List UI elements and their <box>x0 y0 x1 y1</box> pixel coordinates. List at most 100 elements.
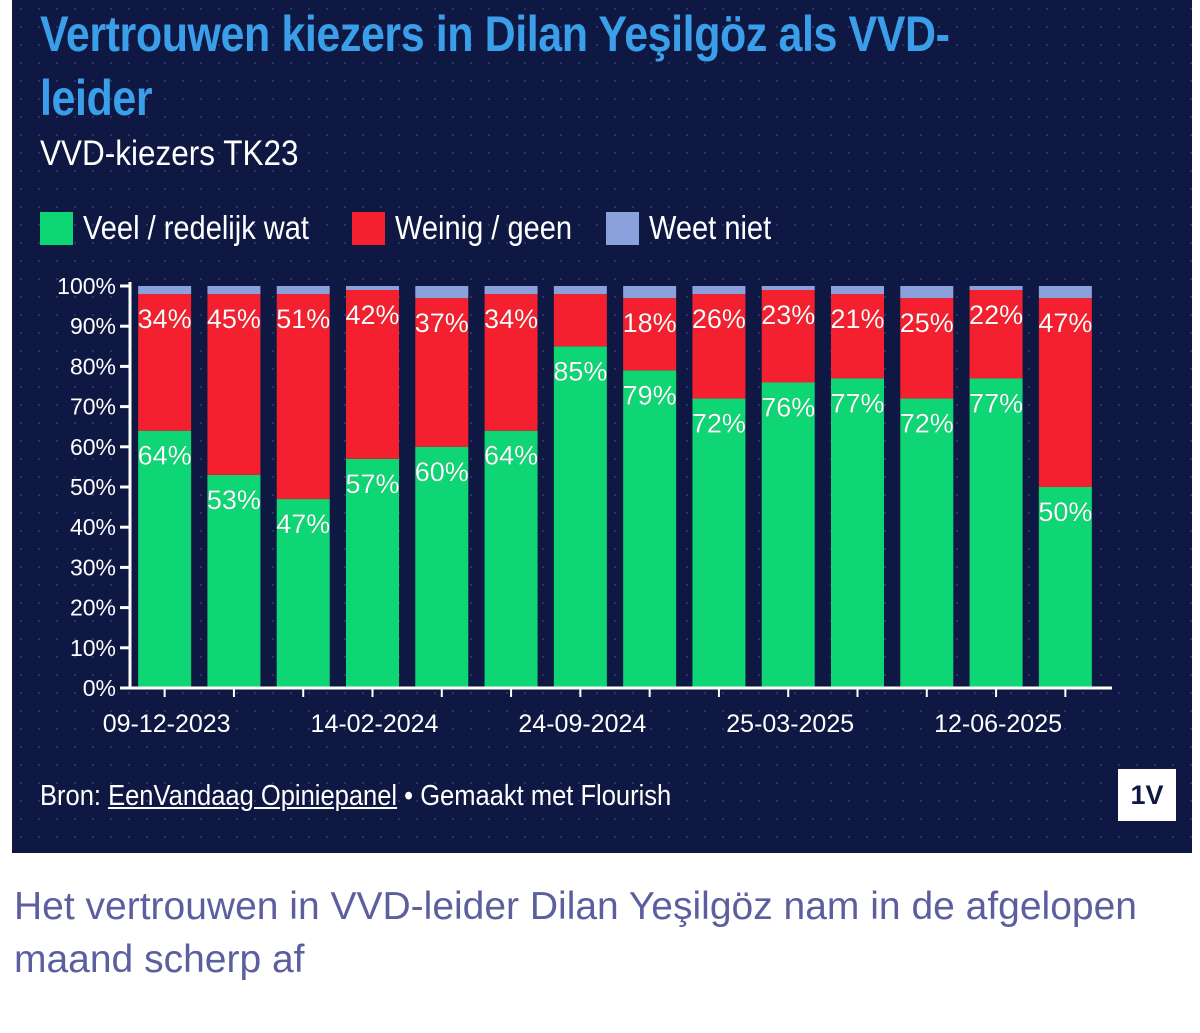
bar-segment <box>415 446 469 688</box>
bar-segment <box>553 346 607 688</box>
bar-data-label: 79% <box>623 380 677 410</box>
bar-data-label: 37% <box>415 308 469 338</box>
chart-subtitle: VVD-kiezers TK23 <box>40 134 299 173</box>
x-tick-label: 12-06-2025 <box>934 710 1062 738</box>
bar-segment <box>969 286 1023 291</box>
bar-segment <box>484 286 538 295</box>
bar-segment <box>346 290 399 459</box>
chart-title: Vertrouwen kiezers in Dilan Yeşilgöz als… <box>40 6 950 126</box>
bar-segment <box>692 294 746 399</box>
bar-data-label: 77% <box>830 388 884 418</box>
y-tick-label: 20% <box>70 595 116 621</box>
bar-segment <box>969 290 1023 379</box>
bar-data-label: 25% <box>900 308 954 338</box>
x-tick-label: 09-12-2023 <box>103 710 231 738</box>
bar-segment <box>623 370 677 688</box>
bar-segment <box>138 430 192 688</box>
y-tick-label: 0% <box>83 675 116 701</box>
bar-data-label: 47% <box>276 509 330 539</box>
bar-data-label: 42% <box>345 300 399 330</box>
bar-segment <box>900 398 954 688</box>
source-prefix: Bron: <box>40 780 109 812</box>
bar-segment <box>692 398 746 688</box>
legend-item-veel: Veel / redelijk wat <box>40 208 340 248</box>
y-tick-label: 40% <box>70 514 116 540</box>
source-link[interactable]: EenVandaag Opiniepanel <box>108 780 398 812</box>
bar-data-label: 45% <box>207 304 261 334</box>
legend-label-weinig: Weinig / geen <box>395 209 573 246</box>
y-tick-label: 50% <box>70 474 116 500</box>
bar-segment <box>415 286 469 299</box>
bar-data-label: 50% <box>1038 497 1092 527</box>
bar-segment <box>900 286 954 299</box>
bar-segment <box>761 290 815 383</box>
article-caption: Het vertrouwen in VVD-leider Dilan Yeşil… <box>14 885 1137 981</box>
bar-segment <box>761 382 815 688</box>
bar-data-label: 76% <box>761 392 815 422</box>
chart-panel: Vertrouwen kiezers in Dilan Yeşilgöz als… <box>12 0 1192 853</box>
bar-segment <box>1038 487 1092 688</box>
y-tick-label: 80% <box>70 353 116 379</box>
bar-segment <box>276 286 330 295</box>
bar-segment <box>207 286 261 295</box>
bar-data-label: 21% <box>830 304 884 334</box>
bar-data-label: 64% <box>484 441 538 471</box>
bar-segment <box>346 286 399 291</box>
y-tick-label: 10% <box>70 635 116 661</box>
bar-segment <box>831 294 884 379</box>
bar-segment <box>692 286 746 295</box>
bar-segment <box>761 286 815 291</box>
bar-segment <box>346 458 399 688</box>
y-tick-label: 30% <box>70 554 116 580</box>
bar-segment <box>831 286 884 295</box>
eenvandaag-logo: 1V <box>1118 769 1176 821</box>
stacked-bar-chart: 0% 10% 20% 30% 40% 50% 60% 70% 80% 90% 100% 09-12-2… <box>57 273 1112 738</box>
bar-data-label: 60% <box>415 457 469 487</box>
x-tick-label: 25-03-2025 <box>726 710 854 738</box>
bar-segment <box>415 298 469 447</box>
legend-swatch-weinig <box>352 211 385 245</box>
bar-segment <box>138 294 192 431</box>
bar-data-label: 34% <box>484 304 538 334</box>
bar-segment <box>831 378 884 688</box>
legend-item-weet-niet: Weet niet <box>606 208 788 248</box>
bar-data-label: 72% <box>900 409 954 439</box>
bar-segment <box>623 298 677 371</box>
bar-data-label: 34% <box>138 304 192 334</box>
bar-data-label: 47% <box>1038 308 1092 338</box>
y-tick-label: 60% <box>70 434 116 460</box>
bar-segment <box>900 298 954 399</box>
bar-segment <box>207 294 261 475</box>
bar-data-label: 85% <box>553 356 607 386</box>
x-tick-label: 14-02-2024 <box>311 710 439 738</box>
bar-segment <box>276 499 330 688</box>
bar-segment <box>553 294 607 347</box>
bar-segment <box>138 286 192 295</box>
bar-data-label: 18% <box>623 308 677 338</box>
legend-swatch-veel <box>40 211 73 245</box>
y-tick-label: 100% <box>57 273 116 299</box>
source-line: Bron: EenVandaag Opiniepanel • Gemaakt m… <box>40 780 671 813</box>
bar-data-label: 72% <box>692 409 746 439</box>
legend-label-weet-niet: Weet niet <box>649 209 772 246</box>
bar-segment <box>553 286 607 295</box>
bar-data-label: 22% <box>969 300 1023 330</box>
bar-segment <box>1038 298 1092 487</box>
y-tick-label: 90% <box>70 313 116 339</box>
bar-data-label: 77% <box>969 388 1023 418</box>
bar-data-label: 53% <box>207 485 261 515</box>
bar-segment <box>484 430 538 688</box>
bar-data-label: 26% <box>692 304 746 334</box>
legend-label-veel: Veel / redelijk wat <box>83 209 309 246</box>
bar-data-label: 57% <box>345 469 399 499</box>
bar-data-label: 64% <box>138 441 192 471</box>
bar-segment <box>969 378 1023 688</box>
y-tick-label: 70% <box>70 394 116 420</box>
bar-segment <box>484 294 538 431</box>
bar-segment <box>207 474 261 688</box>
source-suffix: • Gemaakt met Flourish <box>397 780 672 812</box>
x-tick-label: 24-09-2024 <box>518 710 646 738</box>
bar-data-label: 51% <box>276 304 330 334</box>
bar-data-label: 23% <box>761 300 815 330</box>
legend-item-weinig: Weinig / geen <box>352 208 596 248</box>
